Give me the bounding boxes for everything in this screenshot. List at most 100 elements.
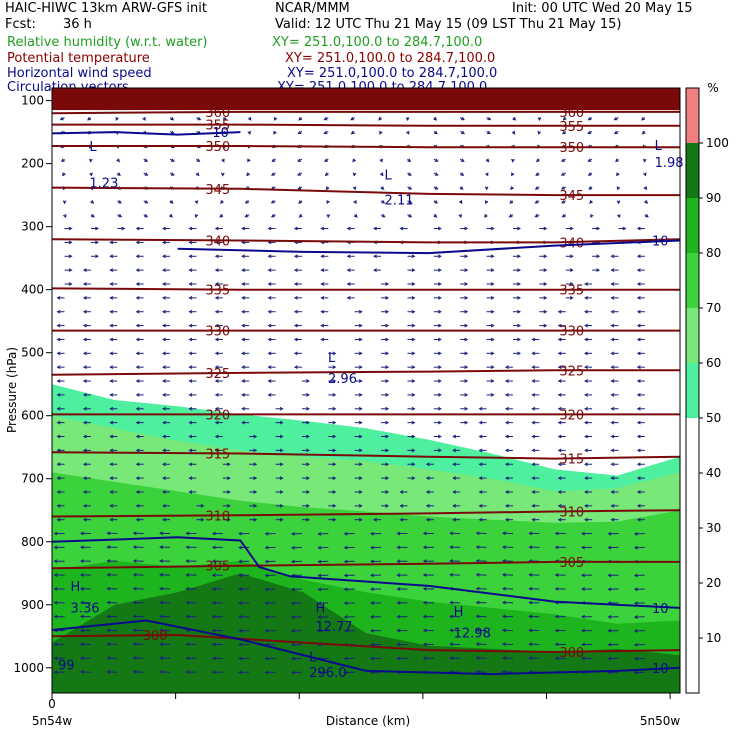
vector-head [411,448,416,453]
vector-head [517,337,521,342]
vector-head [185,670,190,674]
vector-head [109,351,114,356]
vector-head [437,282,442,286]
vector-head [82,379,87,383]
theta-contour-310 [52,509,680,518]
colorbar-band [686,363,699,418]
vector-head [135,282,140,286]
vector-head [501,642,506,647]
vector-head [584,365,588,370]
upper-dense-contours [52,88,680,111]
vector-head [358,351,363,356]
vector-head [162,462,166,467]
vector-head [293,226,298,231]
vector-head [306,393,310,397]
x-start-label: 5n54w [32,714,73,728]
vector-head [475,600,480,605]
vector-head [633,656,638,661]
vector-head [584,490,588,494]
vector-head [422,545,427,550]
vector-head [478,462,483,467]
vector-head [115,117,119,122]
vector-head [504,462,509,467]
theta-label-right: 335 [559,284,584,299]
vector-head [59,116,64,121]
vector-head [370,642,374,647]
vector-head [162,240,166,245]
theta-label-left: 350 [205,140,230,155]
vector-head [607,642,612,647]
vector-head [584,295,588,300]
vector-head [381,200,386,204]
vector-head [534,186,539,190]
vector-head [135,490,140,494]
vector-head [584,337,588,342]
vector-head [434,200,439,204]
vector-head [320,309,325,314]
field-name-rh: Relative humidity (w.r.t. water) [7,35,208,50]
theta-label-right: 330 [559,325,584,340]
vector-head [411,406,416,411]
vector-head [241,226,246,231]
vector-head [56,517,61,522]
vector-head [317,559,322,564]
vector-head [135,517,140,522]
vector-head [490,282,495,286]
vector-head [596,254,601,259]
x-axis-title: Distance (km) [326,714,410,728]
vector-head [385,393,390,397]
vector-head [170,116,175,121]
vector-head [211,587,216,591]
vector-head [636,365,641,370]
vector-head [557,490,562,494]
vector-head [238,587,243,592]
vector-head [422,531,427,536]
vector-head [352,172,357,177]
vector-head [82,476,87,480]
extremum-label: H [315,601,325,616]
vector-head [581,545,585,550]
vector-head [117,172,121,176]
vector-head [320,337,325,342]
vector-head [135,406,140,411]
vector-head [162,309,166,314]
vector-head [464,337,469,342]
field-xy-rh: XY= 251.0,100.0 to 284.7,100.0 [272,35,483,50]
vector-head [306,490,310,494]
vector-head [385,434,390,439]
vector-head [422,628,427,633]
vector-head [584,393,588,397]
vector-head [332,476,337,480]
vector-head [317,545,322,550]
y-tick-label: 900 [21,598,44,612]
vector-head [68,226,73,231]
vector-head [557,503,562,508]
vector-head [226,490,231,494]
vector-head [528,531,533,536]
vector-head [109,393,114,397]
vector-head [109,268,114,273]
vector-head [373,254,377,259]
vector-head [385,337,390,342]
vector-head [132,628,137,633]
vector-head [214,420,219,425]
y-tick-label: 400 [21,283,44,297]
vector-head [194,200,199,205]
vector-head [464,323,469,328]
vector-head [358,490,363,494]
vector-head [162,517,166,522]
vector-head [641,130,646,135]
vector-head [223,116,228,121]
vector-head [162,420,166,425]
vector-head [385,295,390,300]
vector-head [633,670,638,675]
vector-head [241,379,246,383]
vector-head [353,200,357,205]
vector-head [399,226,404,231]
vector-head [79,642,84,647]
vector-head [460,172,465,176]
vector-head [411,282,416,286]
vector-head [200,503,205,508]
vector-head [241,406,246,411]
vector-head [517,323,521,328]
